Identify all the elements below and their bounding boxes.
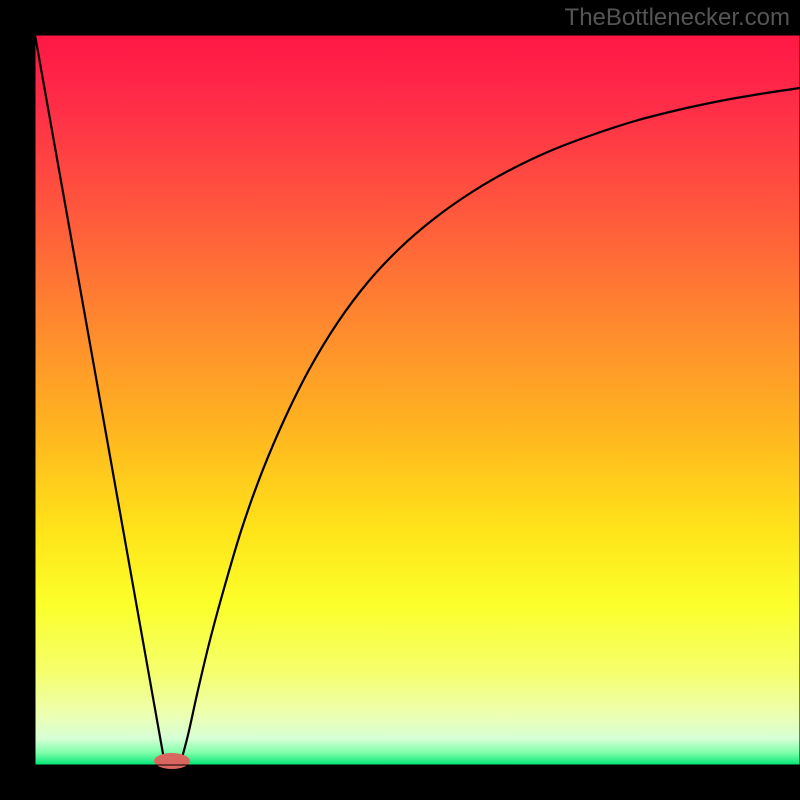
bottleneck-marker [154,753,190,769]
bottleneck-chart [0,0,800,800]
chart-container: { "watermark": { "text": "TheBottlenecke… [0,0,800,800]
plot-area-gradient [35,35,800,765]
watermark-text: TheBottlenecker.com [565,4,790,32]
